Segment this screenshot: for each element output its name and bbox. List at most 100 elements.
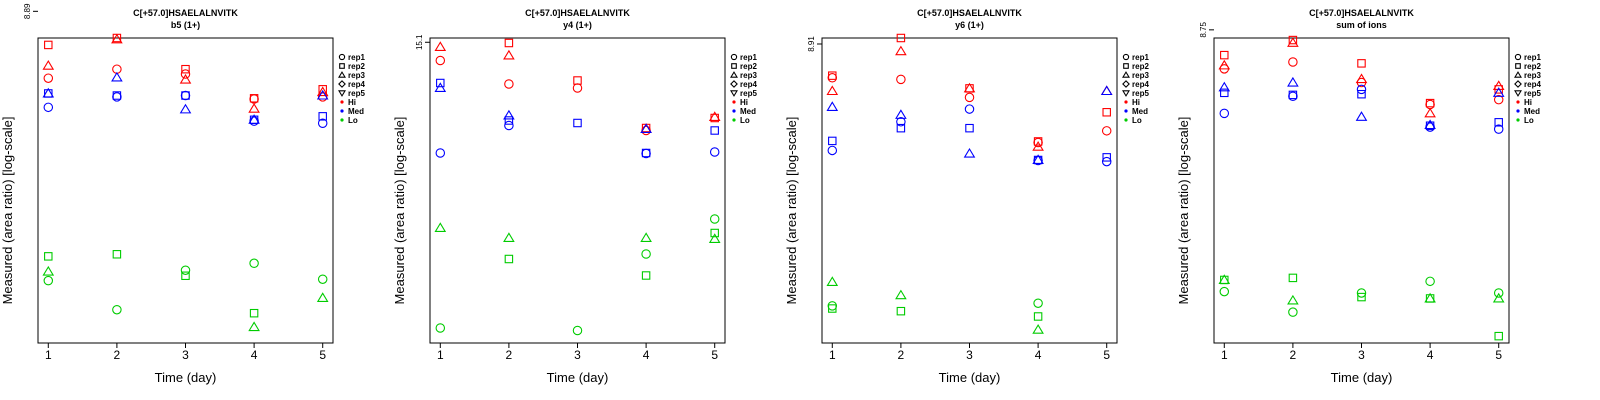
data-points xyxy=(434,38,721,336)
x-tick-label: 3 xyxy=(966,348,973,362)
data-point xyxy=(1288,57,1298,67)
data-point xyxy=(1033,312,1043,321)
legend-marker-rep1 xyxy=(1122,53,1130,61)
data-point xyxy=(316,86,329,97)
legend-label: rep1 xyxy=(1132,53,1149,62)
data-point xyxy=(249,308,259,318)
legend-marker-rep2 xyxy=(1515,63,1521,69)
data-point xyxy=(180,69,191,79)
x-tick-label: 1 xyxy=(437,348,444,362)
legend-label: Lo xyxy=(740,116,750,125)
data-point xyxy=(112,250,122,259)
x-tick-label: 2 xyxy=(1290,348,1297,362)
data-point xyxy=(708,233,721,244)
data-point xyxy=(1288,91,1298,102)
legend-color-Hi xyxy=(1516,100,1520,104)
data-point xyxy=(112,92,122,102)
chart-subtitle: sum of ions xyxy=(1336,20,1387,30)
legend-color-Med xyxy=(1124,109,1128,113)
data-points xyxy=(42,33,329,332)
legend-marker-rep4 xyxy=(1122,80,1130,88)
y-tick-label: 8.89 xyxy=(23,3,32,19)
x-tick-label: 4 xyxy=(1035,348,1042,362)
data-point xyxy=(1355,111,1368,121)
legend-label: rep4 xyxy=(740,80,757,89)
legend-marker-rep3 xyxy=(1122,71,1130,78)
data-point xyxy=(1220,88,1229,98)
x-tick-label: 4 xyxy=(643,348,650,362)
data-point xyxy=(826,101,839,111)
legend-label: rep3 xyxy=(348,71,365,80)
data-point xyxy=(503,232,515,243)
data-point xyxy=(1494,118,1503,127)
data-point xyxy=(1218,274,1231,284)
legend-color-Hi xyxy=(340,100,344,104)
data-point xyxy=(1102,108,1111,117)
x-tick-label: 1 xyxy=(1221,348,1228,362)
data-point xyxy=(710,126,719,135)
panel-1: C[+57.0]HSAELALNVITK b5 (1+) 1 2 3 4 5 Time (da… xyxy=(0,3,365,385)
data-point xyxy=(1492,292,1505,303)
legend-label: Med xyxy=(740,107,756,116)
data-point xyxy=(1102,153,1111,162)
data-point xyxy=(1219,108,1230,119)
plot-frame xyxy=(37,37,334,344)
legend-marker-rep1 xyxy=(1514,53,1522,61)
data-point xyxy=(434,82,447,93)
data-point xyxy=(1492,80,1505,90)
data-point xyxy=(111,33,123,44)
data-point xyxy=(112,304,122,315)
x-tick-label: 5 xyxy=(1495,348,1502,362)
legend-color-Hi xyxy=(1124,100,1128,104)
legend-marker-rep4 xyxy=(1514,80,1522,88)
data-point xyxy=(317,118,328,129)
data-point xyxy=(641,148,651,158)
legend-label: Med xyxy=(1524,107,1540,116)
data-point xyxy=(572,83,583,93)
legend-label: rep1 xyxy=(740,53,757,62)
data-point xyxy=(435,148,446,158)
data-point xyxy=(44,252,53,261)
legend-label: rep2 xyxy=(1524,62,1541,71)
x-tick-label: 2 xyxy=(506,348,513,362)
data-point xyxy=(181,271,190,281)
y-axis-label: Measured (area ratio) [log-scale] xyxy=(392,117,407,305)
data-point xyxy=(895,45,907,56)
legend-marker-rep3 xyxy=(338,71,346,78)
x-tick-label: 2 xyxy=(114,348,121,362)
chart-title: C[+57.0]HSAELALNVITK xyxy=(133,8,238,18)
data-point xyxy=(43,73,54,83)
data-point xyxy=(435,323,446,333)
data-point xyxy=(828,136,837,146)
legend-marker-rep2 xyxy=(339,63,345,69)
data-point xyxy=(1425,98,1435,108)
y-tick-label: 8.75 xyxy=(1199,22,1208,38)
data-point xyxy=(710,228,719,238)
data-point xyxy=(42,265,55,276)
legend-label: rep5 xyxy=(1132,89,1149,98)
legend-marker-rep2 xyxy=(1123,63,1129,69)
y-axis-label: Measured (area ratio) [log-scale] xyxy=(1176,117,1191,305)
data-point xyxy=(1032,154,1044,165)
data-point xyxy=(503,49,515,60)
legend-label: rep5 xyxy=(348,89,365,98)
legend-marker-rep3 xyxy=(730,71,738,78)
data-point xyxy=(827,73,838,83)
legend-label: Hi xyxy=(1524,98,1532,107)
data-points xyxy=(1218,35,1505,341)
data-point xyxy=(1287,76,1299,87)
data-point xyxy=(249,94,259,103)
legend-label: Med xyxy=(1132,107,1148,116)
data-point xyxy=(1288,307,1298,317)
data-point xyxy=(895,109,907,119)
legend-label: rep5 xyxy=(740,89,757,98)
legend-label: Med xyxy=(348,107,364,116)
data-point xyxy=(964,104,975,114)
data-point xyxy=(1424,292,1436,303)
chart-subtitle: y4 (1+) xyxy=(563,20,592,30)
data-point xyxy=(1424,119,1436,130)
data-point xyxy=(43,275,54,286)
data-point xyxy=(504,120,514,131)
